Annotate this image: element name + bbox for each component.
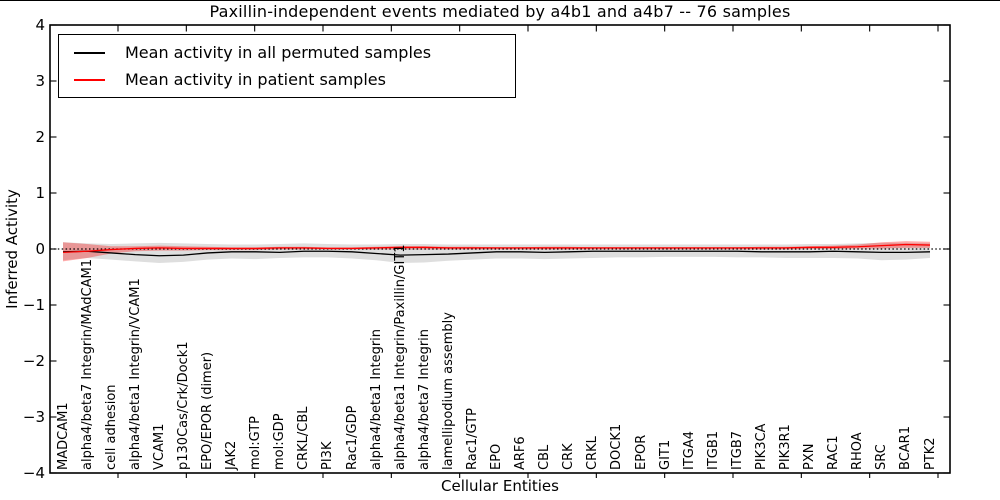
y-tick-label: −4 <box>22 464 45 482</box>
x-tick-label: ITGB7 <box>729 430 745 470</box>
y-tick-label: 3 <box>35 72 45 90</box>
x-tick-label: alpha4/beta1 Integrin/VCAM1 <box>127 278 143 470</box>
legend-item-permuted: Mean activity in all permuted samples <box>74 43 515 62</box>
series-line-permuted <box>62 250 931 257</box>
x-tick-label: CRKL <box>585 436 601 470</box>
x-tick-label: PIK3CA <box>753 423 769 470</box>
x-tick-label: mol:GDP <box>272 413 288 470</box>
legend-label-permuted: Mean activity in all permuted samples <box>125 43 432 62</box>
x-tick-label: p130Cas/Crk/Dock1 <box>175 341 191 470</box>
x-tick-label: MADCAM1 <box>55 402 71 470</box>
legend-item-patient: Mean activity in patient samples <box>74 70 515 89</box>
x-tick-label: BCAR1 <box>898 426 914 470</box>
x-tick-label: PIK3R1 <box>778 424 793 470</box>
x-tick-label: ITGB1 <box>705 430 721 470</box>
x-tick-label: DOCK1 <box>609 423 625 470</box>
x-tick-label: JAK2 <box>224 440 240 470</box>
x-tick-label: Rac1/GDP <box>344 405 360 470</box>
permuted-confidence-band <box>63 242 930 263</box>
x-tick-label: PXN <box>802 443 818 470</box>
y-tick-label: 1 <box>35 184 45 202</box>
x-tick-label: alpha4/beta1 Integrin <box>368 328 384 470</box>
x-tick-label: alpha4/beta7 Integrin <box>416 328 432 470</box>
x-tick-label: EPO/EPOR (dimer) <box>200 351 215 470</box>
x-tick-label: PI3K <box>320 441 336 470</box>
legend-label-patient: Mean activity in patient samples <box>125 70 386 89</box>
x-tick-label: PTK2 <box>922 437 938 470</box>
x-tick-label: EPO <box>489 443 504 470</box>
x-tick-label: CRKL/CBL <box>296 406 312 471</box>
legend: Mean activity in all permuted samples Me… <box>58 34 516 98</box>
x-tick-label: CRK <box>561 443 577 470</box>
y-tick-label: −3 <box>22 408 45 426</box>
x-tick-label: alpha4/beta7 Integrin/MAdCAM1 <box>79 259 95 470</box>
x-tick-label: Rac1/GTP <box>464 408 480 470</box>
x-tick-label: ITGA4 <box>681 430 697 470</box>
x-tick-label: cell adhesion <box>103 384 119 470</box>
x-tick-label: RAC1 <box>826 435 842 470</box>
x-tick-label: alpha4/beta1 Integrin/Paxillin/GIT1 <box>392 244 408 470</box>
x-tick-label: VCAM1 <box>151 423 167 470</box>
chart-title: Paxillin-independent events mediated by … <box>209 2 791 21</box>
y-tick-label: 0 <box>35 240 45 258</box>
series-line-patient <box>62 243 931 254</box>
x-tick-label: SRC <box>874 444 890 470</box>
y-tick-label: 2 <box>35 128 45 146</box>
x-tick-label: ARF6 <box>513 436 529 470</box>
legend-line-sample-permuted <box>74 51 105 54</box>
x-tick-label: GIT1 <box>657 439 673 470</box>
y-tick-label: 4 <box>35 16 45 34</box>
x-tick-label: EPOR <box>633 434 649 470</box>
y-tick-label: −1 <box>22 296 45 314</box>
legend-line-sample-patient <box>74 78 105 81</box>
x-tick-label: mol:GTP <box>248 416 264 470</box>
x-tick-label: RHOA <box>850 432 866 470</box>
x-tick-label: lamellipodium assembly <box>440 312 456 470</box>
x-axis-label: Cellular Entities <box>441 477 559 495</box>
y-tick-label: −2 <box>22 352 45 370</box>
x-tick-label: CBL <box>537 444 553 470</box>
